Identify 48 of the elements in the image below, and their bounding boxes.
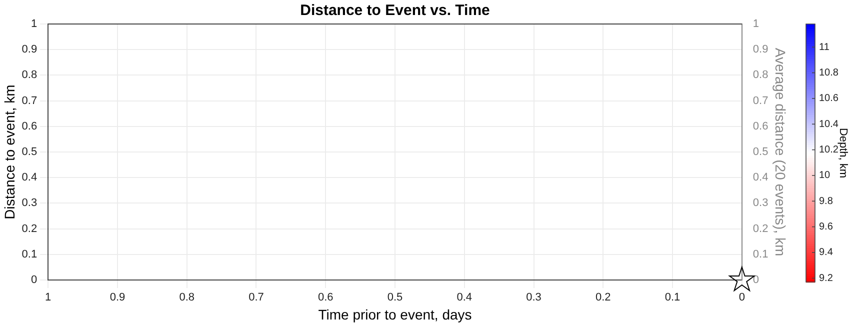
y2-tick-label: 0.7 — [752, 94, 768, 107]
y2-tick-label: 0.4 — [752, 172, 768, 184]
x-tick-label: 0.7 — [248, 292, 264, 304]
color-bar-label: 11 — [819, 42, 830, 53]
x-tick-label: 0.5 — [387, 292, 403, 304]
y-tick-label: 1 — [30, 18, 38, 30]
color-bar-label: 9.6 — [819, 222, 834, 233]
x-tick-label: 0.8 — [179, 292, 195, 304]
y-tick-label: 0.5 — [22, 146, 38, 158]
y-tick-label: 0.6 — [22, 120, 38, 132]
x-tick-label: 0.2 — [595, 292, 611, 304]
y-tick-label: 0.3 — [22, 197, 38, 210]
y-tick-label: 0.2 — [22, 222, 38, 235]
color-bar-label: 10.2 — [819, 144, 839, 156]
color-bar-label: 9.2 — [819, 272, 834, 284]
y-axis-title: Distance to event, km — [1, 84, 18, 220]
x-tick-label: 0 — [738, 292, 745, 304]
x-tick-label: 1 — [45, 292, 52, 304]
color-bar-label: 9.8 — [819, 196, 834, 207]
y-tick-label: 0.4 — [22, 172, 38, 184]
color-bar-title: Depth, km — [836, 128, 849, 178]
x-tick-label: 0.3 — [526, 292, 542, 304]
color-bar-label: 9.4 — [819, 247, 834, 258]
y2-tick-label: 1 — [752, 18, 760, 30]
y2-tick-label: 0.1 — [752, 248, 768, 260]
y2-tick-label: 0.3 — [752, 197, 768, 210]
y2-tick-label: 0.5 — [752, 146, 768, 158]
y-tick-label: 0 — [30, 274, 38, 286]
x-tick-label: 0.9 — [110, 292, 126, 304]
color-bar-label: 10.6 — [819, 93, 839, 104]
y-tick-label: 0.8 — [22, 69, 38, 82]
x-tick-label: 0.1 — [664, 292, 680, 304]
x-axis-title: Time prior to event, days — [318, 306, 472, 322]
color-bar-label: 10 — [819, 170, 831, 182]
chart-title: Distance to Event vs. Time — [300, 2, 490, 20]
y2-axis-title: Average distance (20 events), km — [772, 48, 789, 256]
y2-tick-label: 0 — [752, 274, 760, 286]
x-tick-label: 0.6 — [318, 292, 334, 304]
y-tick-label: 0.7 — [22, 94, 38, 107]
y-tick-label: 0.1 — [22, 248, 38, 260]
color-bar-label: 10.8 — [819, 68, 839, 79]
y2-tick-label: 0.9 — [752, 44, 768, 56]
y-tick-label: 0.9 — [22, 44, 38, 56]
y2-tick-label: 0.6 — [752, 120, 768, 132]
x-tick-label: 0.4 — [456, 292, 472, 304]
y2-tick-label: 0.8 — [752, 69, 768, 82]
y2-tick-label: 0.2 — [752, 222, 768, 235]
color-bar-label: 10.4 — [819, 118, 839, 130]
